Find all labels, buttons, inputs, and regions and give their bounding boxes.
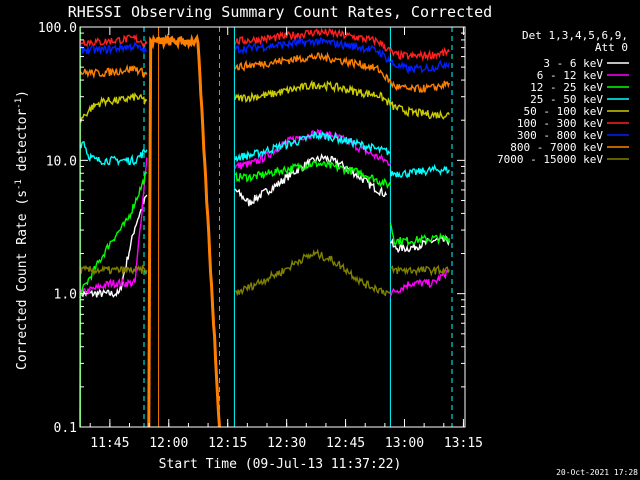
series-line-2-segment-1 <box>79 157 148 296</box>
series-line-4-segment-3 <box>389 163 450 179</box>
legend-header-detectors: Det 1,3,4,5,6,9, <box>522 29 628 42</box>
x-axis: 11:45 12:00 12:15 12:30 12:45 13:00 13:15 <box>89 27 483 451</box>
y-tick-label-2: 10.0 <box>46 154 77 169</box>
legend-label-6: 100 - 300 keV <box>517 117 603 130</box>
y-axis-label-sup1: -1 <box>14 179 24 190</box>
y-tick-label-1: 100.0 <box>38 21 77 36</box>
plot-frame <box>79 26 466 428</box>
series-line-9-segment-1 <box>79 264 148 277</box>
series-line-5-segment-1 <box>79 91 148 124</box>
series-line-1-segment-1 <box>79 194 148 298</box>
series-line-9-segment-3 <box>390 264 450 277</box>
y-axis-label-end: ) <box>15 90 30 98</box>
series-line-3-segment-2 <box>234 158 392 189</box>
legend-label-2: 6 - 12 keV <box>537 69 604 82</box>
legend-label-3: 12 - 25 keV <box>530 81 603 94</box>
legend-label-1: 3 - 6 keV <box>543 57 603 70</box>
chart-title: RHESSI Observing Summary Count Rates, Co… <box>68 3 492 21</box>
y-axis-label-main: Corrected Count Rate (s <box>15 190 30 370</box>
series-line-8-segment-1 <box>79 63 148 80</box>
x-tick-label-2: 12:00 <box>149 436 188 451</box>
series-line-6-segment-1 <box>79 33 148 47</box>
series-line-8-segment-3 <box>234 51 450 93</box>
footer-date: 20-Oct-2021 17:28 <box>556 468 638 477</box>
x-axis-label: Start Time (09-Jul-13 11:37:22) <box>159 457 402 472</box>
x-tick-label-3: 12:15 <box>208 436 247 451</box>
series-line-4-segment-2 <box>234 130 391 163</box>
y-tick-label-4: 0.1 <box>54 421 77 436</box>
series-line-1-segment-2 <box>234 153 388 207</box>
legend-label-9: 7000 - 15000 keV <box>497 153 603 166</box>
y-axis: 100.0 10.0 1.0 0.1 <box>38 21 465 436</box>
legend-label-4: 25 - 50 keV <box>530 93 603 106</box>
series-line-4-segment-1 <box>79 140 148 167</box>
legend-label-7: 300 - 800 keV <box>517 129 603 142</box>
x-tick-label-6: 13:00 <box>385 436 424 451</box>
series-line-6-segment-2 <box>234 27 450 62</box>
legend-label-5: 50 - 100 keV <box>524 105 604 118</box>
legend-header-attenuator: Att 0 <box>595 41 628 54</box>
x-tick-label-7: 13:15 <box>444 436 483 451</box>
x-tick-label-1: 11:45 <box>90 436 129 451</box>
x-tick-label-5: 12:45 <box>326 436 365 451</box>
series-line-7-segment-2 <box>234 36 450 75</box>
series-line-8-segment-2 <box>147 33 221 428</box>
series-line-3-segment-3 <box>389 222 450 247</box>
series-line-9-segment-2 <box>234 248 391 297</box>
series-line-3-segment-1 <box>79 171 148 428</box>
x-tick-label-4: 12:30 <box>267 436 306 451</box>
plot-area <box>79 27 453 428</box>
series-line-2-segment-3 <box>389 269 450 298</box>
series-line-5-segment-2 <box>234 79 450 120</box>
y-axis-label-sup2: -1 <box>14 98 24 109</box>
y-tick-label-3: 1.0 <box>54 288 77 303</box>
series-line-7-segment-1 <box>79 40 148 56</box>
legend-label-8: 800 - 7000 keV <box>510 141 603 154</box>
y-axis-label: Corrected Count Rate (s-1 detector-1) <box>14 90 30 370</box>
y-axis-label-mid: detector <box>15 109 30 180</box>
